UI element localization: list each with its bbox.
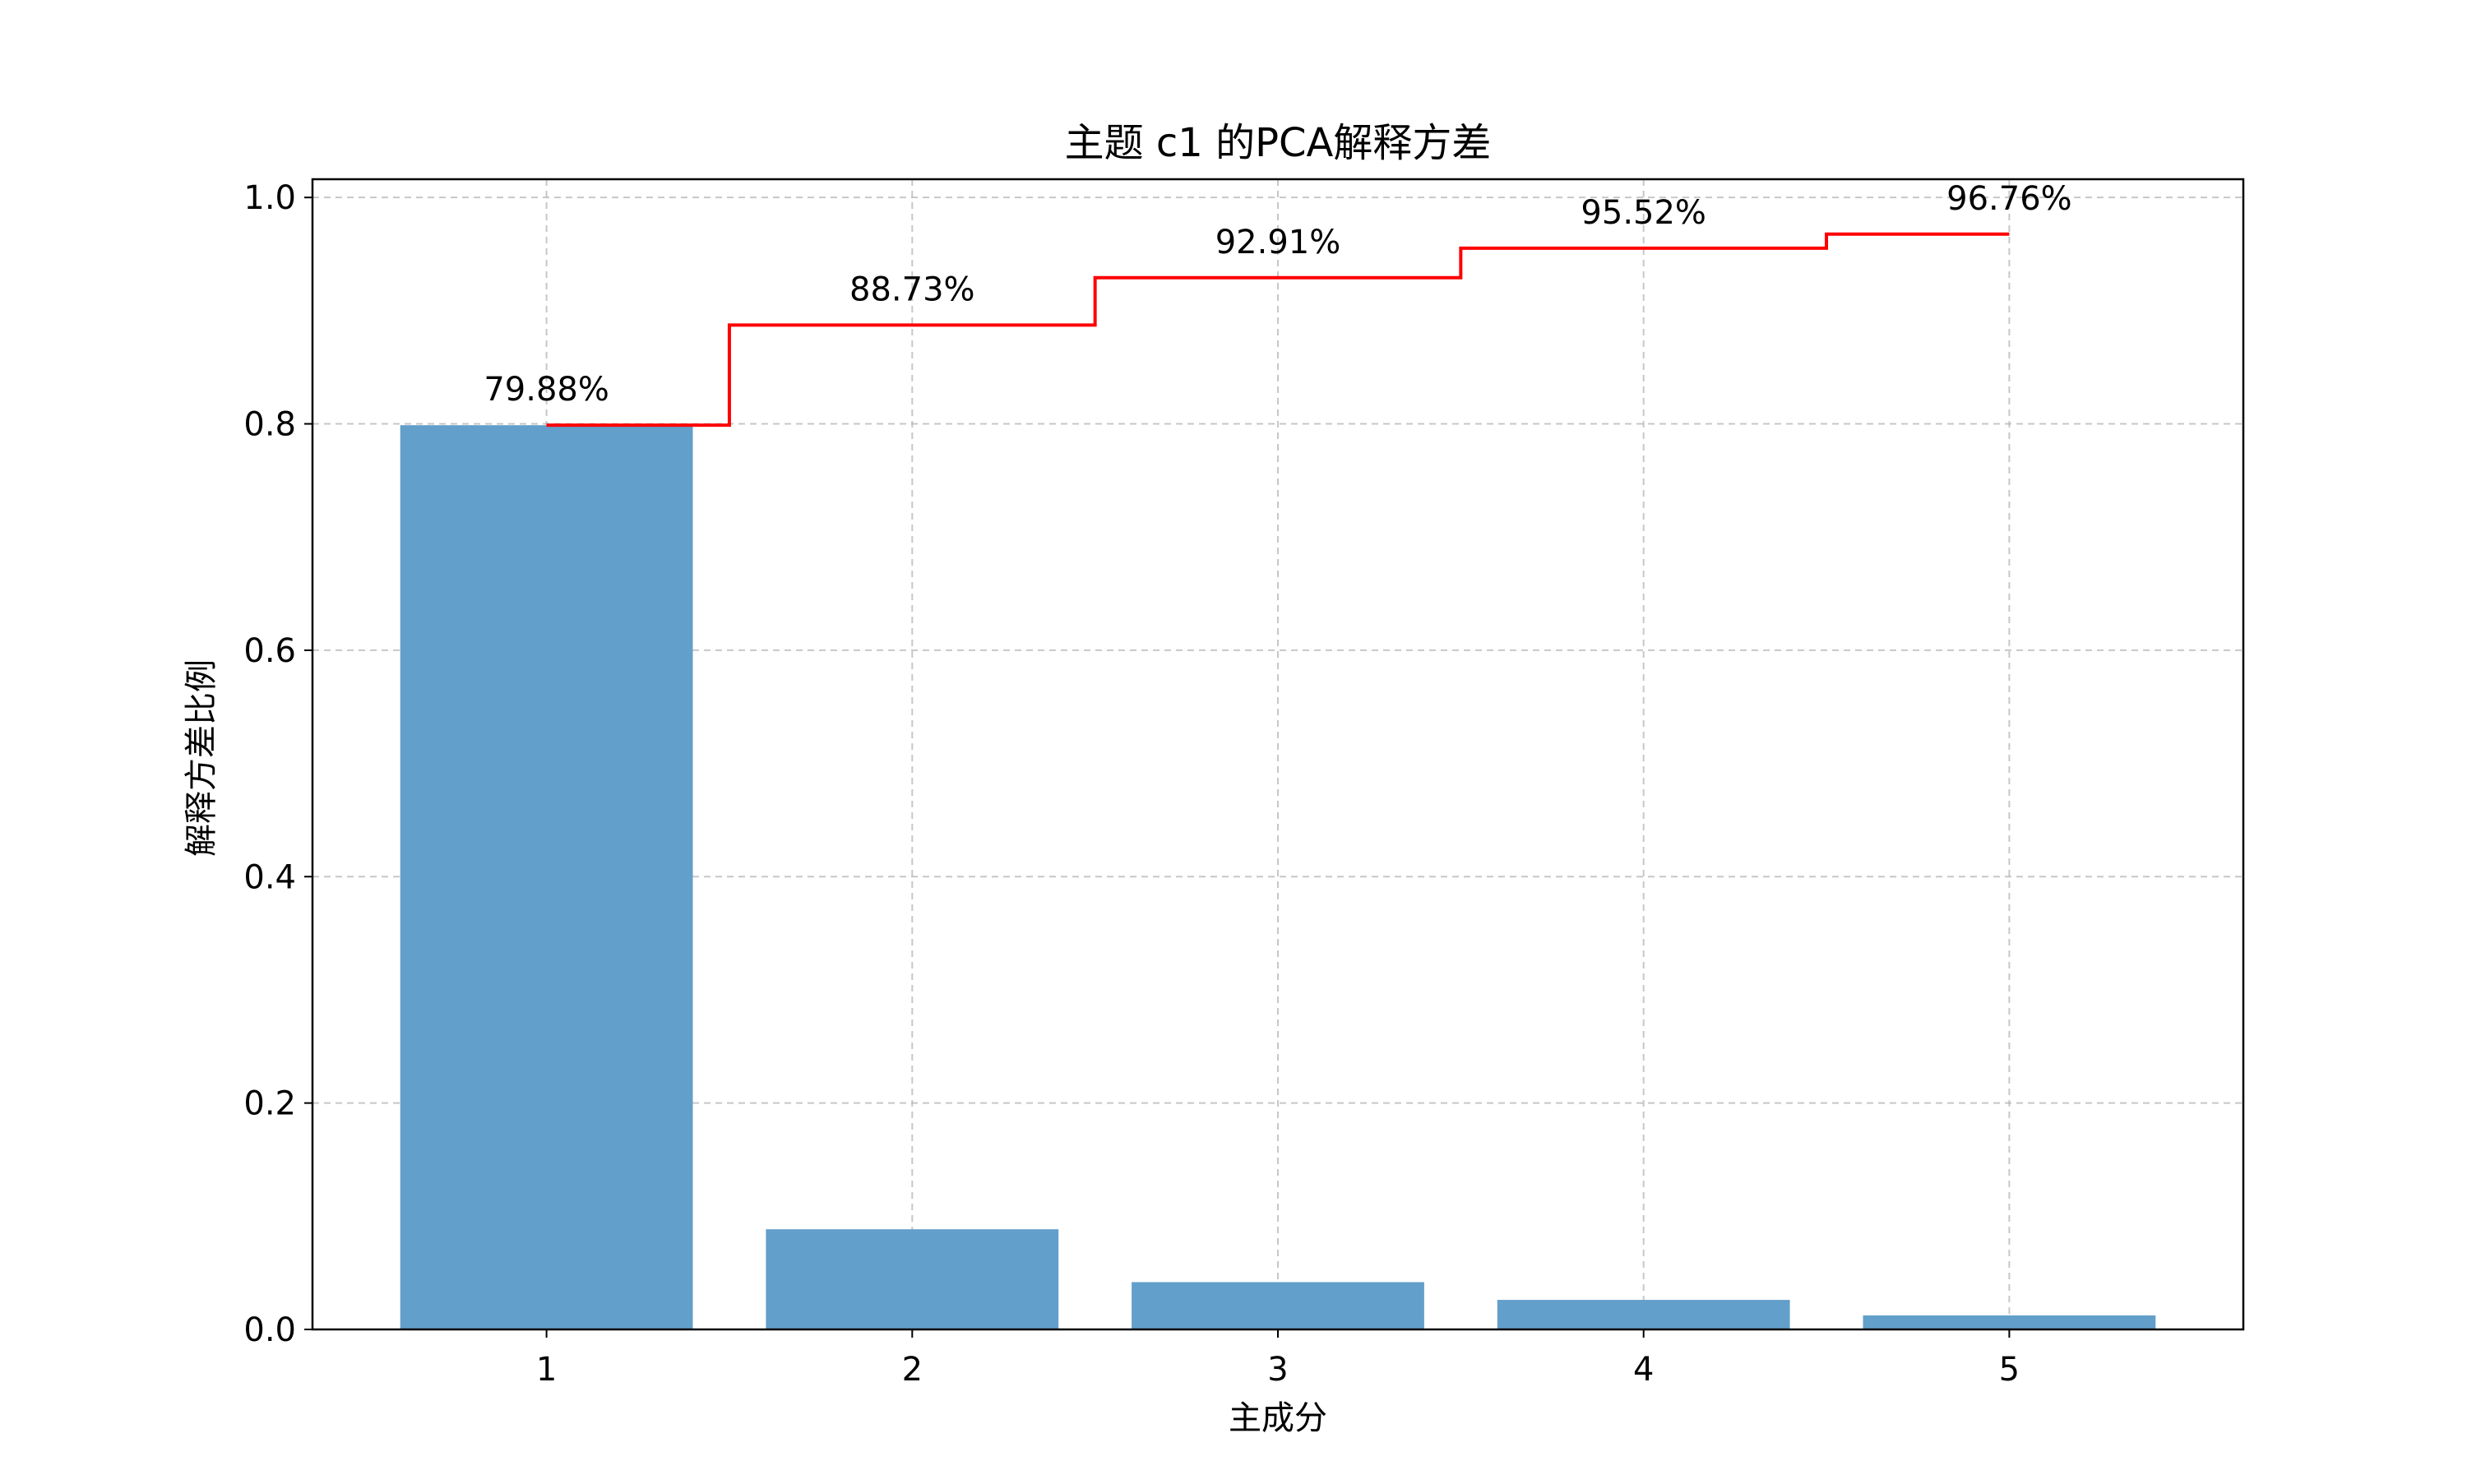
x-tick-label-2: 2 — [902, 1351, 923, 1389]
bar-4 — [1497, 1300, 1790, 1329]
bar-1 — [400, 425, 693, 1329]
y-axis-label: 解释方差比例 — [183, 659, 220, 857]
x-axis-ticks: 1 2 3 4 5 — [536, 1329, 2020, 1389]
bar-2 — [766, 1229, 1059, 1329]
cumulative-variance-line — [546, 232, 2010, 428]
x-tick-label-5: 5 — [1999, 1351, 2020, 1389]
x-axis-label: 主成分 — [1229, 1399, 1327, 1437]
data-label-2: 88.73% — [849, 270, 975, 308]
data-label-5: 96.76% — [1946, 180, 2072, 218]
chart-title: 主题 c1 的PCA解释方差 — [1065, 120, 1492, 166]
x-tick-label-4: 4 — [1633, 1351, 1654, 1389]
y-tick-label-0.8: 0.8 — [243, 406, 296, 444]
y-tick-label-0.4: 0.4 — [243, 858, 296, 896]
y-tick-label-0.6: 0.6 — [243, 632, 296, 670]
data-label-1: 79.88% — [484, 371, 609, 409]
bar-5 — [1863, 1315, 2156, 1329]
bar-3 — [1132, 1282, 1424, 1329]
data-labels: 79.88% 88.73% 92.91% 95.52% 96.76% — [484, 180, 2071, 409]
x-tick-label-3: 3 — [1267, 1351, 1288, 1389]
data-label-4: 95.52% — [1581, 194, 1706, 232]
y-tick-label-0.0: 0.0 — [243, 1311, 296, 1349]
data-label-3: 92.91% — [1215, 224, 1341, 261]
y-tick-label-1.0: 1.0 — [243, 179, 296, 217]
cumulative-line — [546, 232, 2010, 428]
y-tick-label-0.2: 0.2 — [243, 1085, 296, 1123]
x-tick-label-1: 1 — [536, 1351, 557, 1389]
bars — [400, 425, 2156, 1329]
y-axis-ticks: 0.0 0.2 0.4 0.6 0.8 1.0 — [243, 179, 312, 1349]
